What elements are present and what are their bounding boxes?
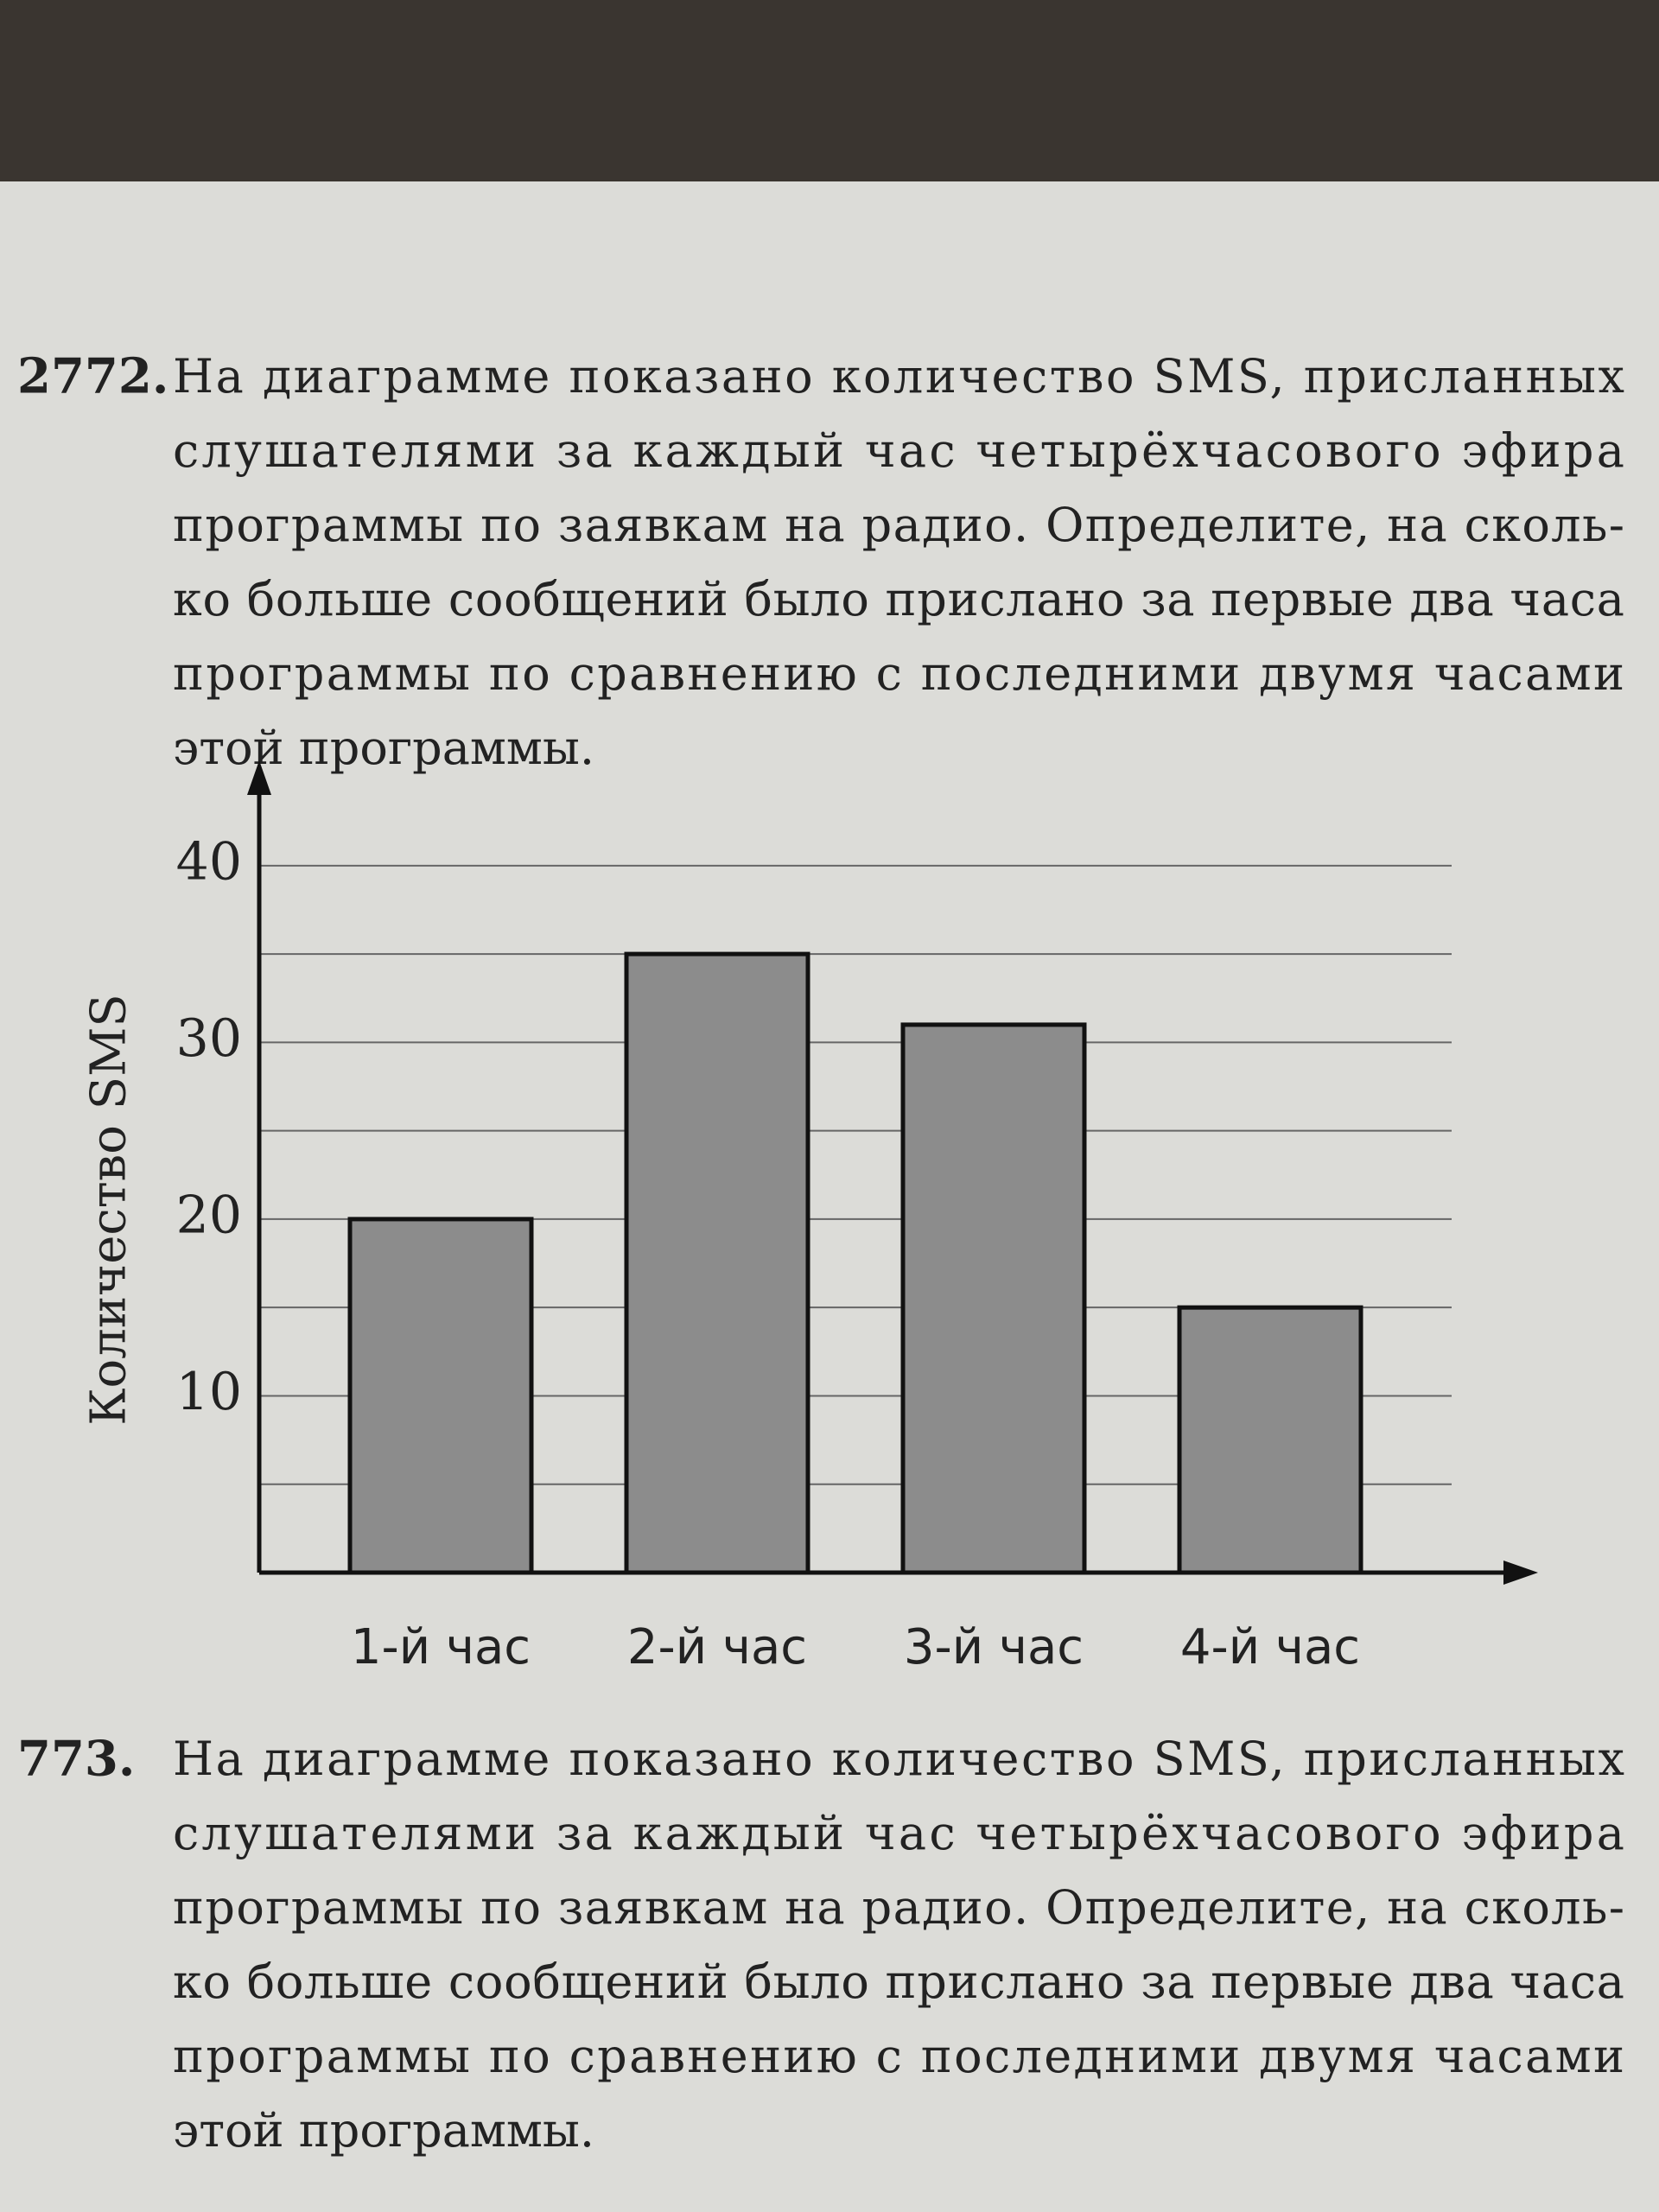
problem-line: программы по сравнению с последними двум… xyxy=(173,2029,1624,2083)
x-tick-label: 3-й час xyxy=(904,1619,1084,1675)
y-tick-label: 40 xyxy=(176,831,242,892)
bar xyxy=(624,951,810,1575)
bar xyxy=(347,1217,534,1575)
problem-number: 773. xyxy=(17,1731,135,1788)
problem-line: программы по заявкам на радио. Определит… xyxy=(173,1880,1624,1935)
problem-line: слушателями за каждый час четырёхчасовог… xyxy=(173,423,1624,478)
y-axis-arrow xyxy=(247,760,271,795)
y-tick-label: 10 xyxy=(176,1362,242,1422)
bar xyxy=(1177,1305,1363,1575)
x-axis-arrow xyxy=(1503,1560,1538,1585)
problem-line: программы по сравнению с последними двум… xyxy=(173,646,1624,701)
y-tick-label: 20 xyxy=(176,1185,242,1245)
problem-line: ко больше сообщений было прислано за пер… xyxy=(173,572,1624,626)
paper xyxy=(0,181,1659,2212)
problem-line: ко больше сообщений было прислано за пер… xyxy=(173,1955,1624,2009)
problem-line: этой программы. xyxy=(173,2103,594,2158)
y-axis-label: Количество SMS xyxy=(81,994,137,1426)
x-tick-label: 2-й час xyxy=(627,1619,807,1675)
problem-line: программы по заявкам на радио. Определит… xyxy=(173,498,1624,552)
problem-line: На диаграмме показано количество SMS, пр… xyxy=(173,1732,1624,1786)
x-tick-label: 1-й час xyxy=(351,1619,531,1675)
problem-line: слушателями за каждый час четырёхчасовог… xyxy=(173,1806,1624,1860)
problem-number: 2772. xyxy=(17,348,168,405)
problem-line: На диаграмме показано количество SMS, пр… xyxy=(173,349,1624,404)
problem-line: этой программы. xyxy=(173,721,594,775)
bar xyxy=(900,1022,1087,1575)
y-tick-label: 30 xyxy=(176,1008,242,1069)
x-tick-label: 4-й час xyxy=(1180,1619,1360,1675)
